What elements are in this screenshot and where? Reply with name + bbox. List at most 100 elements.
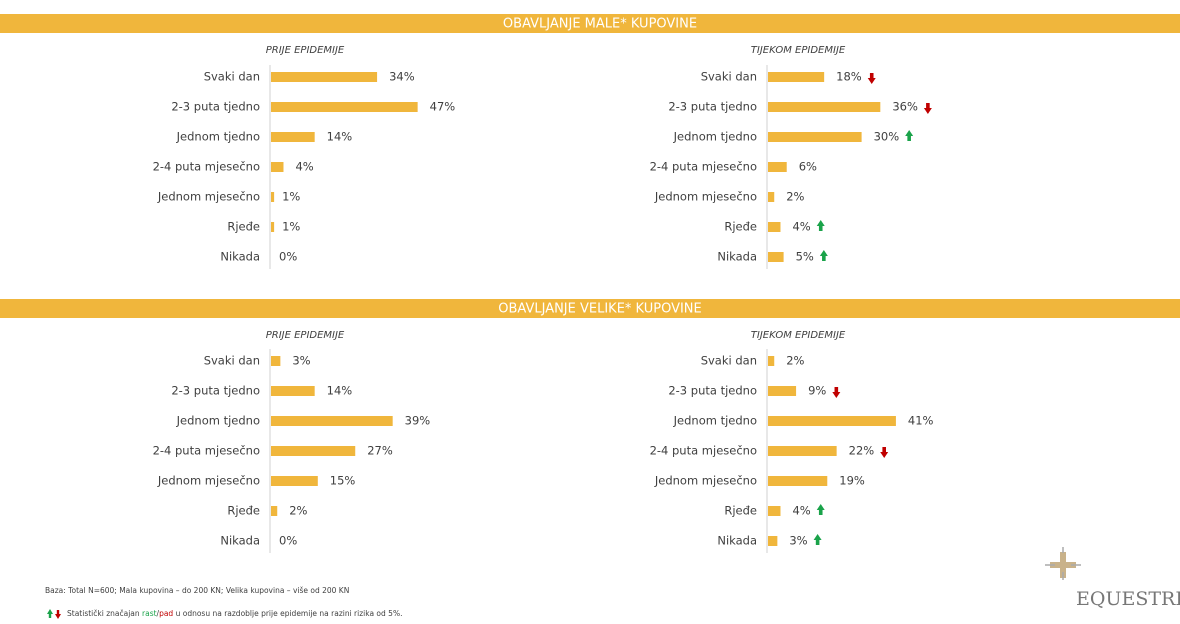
category-label: Jednom tjedno xyxy=(176,414,260,428)
value-label: 22% xyxy=(849,444,875,458)
bar xyxy=(768,446,837,456)
bar xyxy=(271,102,418,112)
category-label: Jednom tjedno xyxy=(176,130,260,144)
value-label: 39% xyxy=(405,414,431,428)
bar xyxy=(768,476,828,486)
value-label: 47% xyxy=(430,100,456,114)
category-label: Nikada xyxy=(220,534,260,548)
bar xyxy=(271,72,378,82)
section-title: OBAVLJANJE MALE* KUPOVINE xyxy=(503,17,697,32)
value-label: 34% xyxy=(389,70,415,84)
value-label: 0% xyxy=(279,250,297,264)
category-label: 2-4 puta mjesečno xyxy=(650,444,757,458)
category-label: Jednom tjedno xyxy=(673,130,757,144)
trend-arrow xyxy=(923,103,932,114)
category-label: 2-3 puta tjedno xyxy=(171,100,260,114)
bar xyxy=(271,416,393,426)
up-arrow-icon xyxy=(47,609,53,618)
bar xyxy=(768,72,825,82)
logo-lines xyxy=(1045,547,1081,580)
bar xyxy=(271,192,275,202)
category-label: Rjeđe xyxy=(227,504,260,518)
bar xyxy=(271,476,318,486)
note-text: u odnosu na razdoblje prije epidemije na… xyxy=(173,609,402,618)
value-label: 2% xyxy=(786,354,804,368)
value-label: 4% xyxy=(792,220,810,234)
value-label: 27% xyxy=(367,444,393,458)
header-bar xyxy=(0,299,1180,318)
section-title: OBAVLJANJE VELIKE* KUPOVINE xyxy=(498,302,702,317)
value-label: 18% xyxy=(836,70,862,84)
trend-arrow xyxy=(867,73,876,84)
category-label: Jednom mjesečno xyxy=(157,474,260,488)
bar xyxy=(768,222,781,232)
value-label: 1% xyxy=(282,220,300,234)
bar xyxy=(768,252,784,262)
note-text: Statistički značajan xyxy=(67,609,142,618)
category-label: Svaki dan xyxy=(701,70,757,84)
bar xyxy=(768,536,778,546)
header-bar xyxy=(0,14,1180,33)
footer-base: Baza: Total N=600; Mala kupovina – do 20… xyxy=(45,586,349,595)
bar xyxy=(271,132,315,142)
footer-note: Statistički značajan rast/pad u odnosu n… xyxy=(67,609,402,618)
chart-subtitle: PRIJE EPIDEMIJE xyxy=(266,330,345,341)
value-label: 41% xyxy=(908,414,934,428)
category-label: Svaki dan xyxy=(701,354,757,368)
value-label: 19% xyxy=(839,474,865,488)
chart-subtitle: PRIJE EPIDEMIJE xyxy=(266,45,345,56)
trend-arrow xyxy=(813,534,822,545)
category-label: Jednom mjesečno xyxy=(157,190,260,204)
category-label: 2-4 puta mjesečno xyxy=(153,444,260,458)
bar xyxy=(768,132,862,142)
value-label: 2% xyxy=(786,190,804,204)
bar xyxy=(768,356,775,366)
category-label: 2-4 puta mjesečno xyxy=(153,160,260,174)
bar xyxy=(271,506,278,516)
bar xyxy=(271,222,275,232)
trend-arrow xyxy=(819,250,828,261)
note-pad: pad xyxy=(159,609,173,618)
chart-subtitle: TIJEKOM EPIDEMIJE xyxy=(751,330,846,341)
bar xyxy=(768,162,787,172)
value-label: 3% xyxy=(789,534,807,548)
category-label: Rjeđe xyxy=(227,220,260,234)
note-text: / xyxy=(157,609,160,618)
category-label: 2-3 puta tjedno xyxy=(668,100,757,114)
bar xyxy=(271,446,356,456)
trend-arrow xyxy=(816,220,825,231)
category-label: 2-3 puta tjedno xyxy=(171,384,260,398)
logo: EQUESTRI xyxy=(1045,547,1180,610)
value-label: 6% xyxy=(799,160,817,174)
value-label: 4% xyxy=(295,160,313,174)
value-label: 1% xyxy=(282,190,300,204)
category-label: Jednom mjesečno xyxy=(654,474,757,488)
bar xyxy=(768,416,896,426)
bar xyxy=(768,386,797,396)
value-label: 5% xyxy=(796,250,814,264)
bar xyxy=(271,386,315,396)
category-label: Jednom tjedno xyxy=(673,414,757,428)
logo-text: EQUESTRI xyxy=(1076,588,1180,610)
category-label: Nikada xyxy=(220,250,260,264)
bar xyxy=(271,356,281,366)
value-label: 15% xyxy=(330,474,356,488)
down-arrow-icon xyxy=(55,610,61,619)
value-label: 9% xyxy=(808,384,826,398)
value-label: 4% xyxy=(792,504,810,518)
value-label: 30% xyxy=(874,130,900,144)
logo-cross xyxy=(1050,552,1076,578)
category-label: 2-3 puta tjedno xyxy=(668,384,757,398)
category-label: Nikada xyxy=(717,250,757,264)
trend-arrow xyxy=(880,447,889,458)
category-label: Rjeđe xyxy=(724,504,757,518)
bar xyxy=(271,162,284,172)
category-label: Rjeđe xyxy=(724,220,757,234)
trend-arrow xyxy=(905,130,914,141)
value-label: 3% xyxy=(292,354,310,368)
value-label: 14% xyxy=(327,130,353,144)
category-label: Nikada xyxy=(717,534,757,548)
value-label: 36% xyxy=(892,100,918,114)
chart-subtitle: TIJEKOM EPIDEMIJE xyxy=(751,45,846,56)
